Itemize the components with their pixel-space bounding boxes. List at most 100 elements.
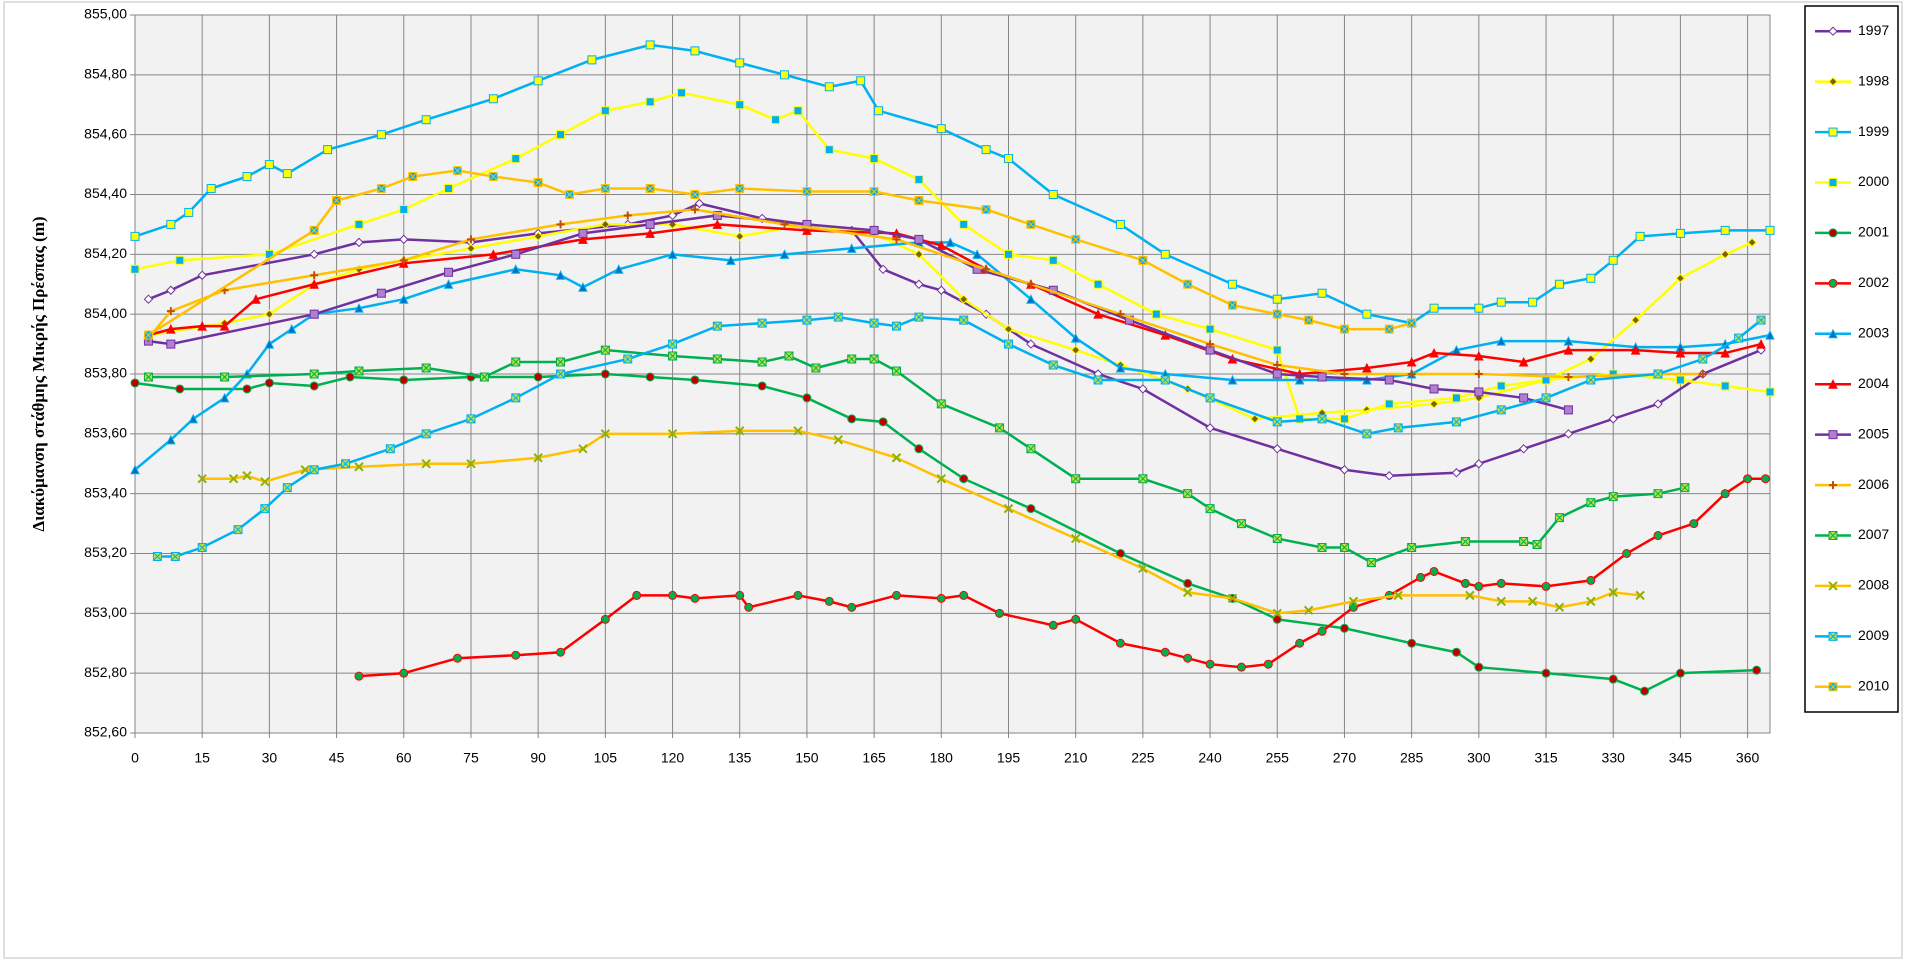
marker xyxy=(264,378,274,388)
marker xyxy=(1765,225,1775,235)
x-tick-label: 45 xyxy=(329,750,345,766)
marker xyxy=(332,195,342,205)
marker xyxy=(1635,590,1645,601)
marker xyxy=(600,369,610,379)
marker xyxy=(556,647,566,657)
marker xyxy=(219,392,230,403)
marker xyxy=(959,590,969,600)
marker xyxy=(1518,444,1529,454)
marker xyxy=(784,351,794,361)
marker xyxy=(1339,414,1349,424)
marker xyxy=(1429,303,1439,313)
marker xyxy=(398,294,409,304)
marker xyxy=(690,190,700,199)
marker xyxy=(1160,249,1170,259)
marker xyxy=(260,476,270,487)
marker xyxy=(1496,578,1506,588)
marker xyxy=(1407,543,1417,553)
marker xyxy=(1026,294,1036,304)
marker xyxy=(1138,563,1148,574)
marker xyxy=(260,504,270,514)
marker xyxy=(959,315,969,325)
marker xyxy=(166,324,176,334)
legend-marker xyxy=(1828,127,1838,137)
marker xyxy=(744,602,754,612)
x-tick-label: 285 xyxy=(1400,750,1424,766)
marker xyxy=(143,294,154,304)
marker xyxy=(668,339,678,349)
marker xyxy=(130,264,140,274)
marker xyxy=(1496,335,1507,346)
marker xyxy=(264,338,275,349)
x-tick-label: 300 xyxy=(1467,750,1491,766)
marker xyxy=(242,384,252,394)
marker xyxy=(667,249,678,259)
x-tick-label: 105 xyxy=(594,750,618,766)
marker xyxy=(233,525,243,535)
marker xyxy=(1622,549,1632,558)
marker xyxy=(1653,531,1663,541)
marker xyxy=(1362,362,1372,373)
marker xyxy=(1384,375,1394,385)
legend-marker xyxy=(1828,328,1838,339)
marker xyxy=(712,210,722,220)
marker xyxy=(668,351,678,361)
y-tick-label: 853,20 xyxy=(84,544,127,560)
marker xyxy=(1183,489,1193,499)
marker xyxy=(354,237,364,248)
marker xyxy=(511,357,521,367)
marker xyxy=(1407,370,1416,378)
marker xyxy=(309,381,319,391)
marker xyxy=(1272,309,1282,319)
marker xyxy=(802,315,812,325)
marker xyxy=(1272,608,1282,619)
marker xyxy=(1689,519,1699,529)
marker xyxy=(282,483,292,493)
marker xyxy=(1048,620,1058,630)
marker xyxy=(936,593,946,603)
marker xyxy=(1160,647,1170,657)
marker xyxy=(421,459,431,469)
marker xyxy=(914,279,924,289)
marker xyxy=(166,339,176,349)
marker xyxy=(143,330,153,340)
marker xyxy=(981,145,991,155)
marker xyxy=(1138,384,1148,394)
marker xyxy=(1586,375,1596,385)
marker xyxy=(869,354,879,364)
marker xyxy=(1003,339,1013,349)
legend-label: 2003 xyxy=(1858,324,1889,340)
marker xyxy=(511,393,521,403)
marker xyxy=(1026,444,1036,454)
marker xyxy=(197,270,207,280)
marker xyxy=(1496,381,1506,391)
marker xyxy=(645,228,655,238)
marker xyxy=(802,187,812,197)
marker xyxy=(443,279,454,289)
marker xyxy=(1151,309,1161,319)
marker xyxy=(1115,638,1125,648)
marker xyxy=(1003,324,1014,334)
marker xyxy=(1496,405,1506,415)
marker xyxy=(399,204,409,214)
marker xyxy=(1554,602,1565,613)
x-tick-label: 15 xyxy=(194,750,210,766)
marker xyxy=(341,459,351,469)
marker xyxy=(1474,370,1483,378)
marker xyxy=(914,249,924,260)
marker xyxy=(1720,347,1731,358)
marker xyxy=(802,393,812,403)
marker xyxy=(1272,345,1282,355)
marker xyxy=(892,590,902,600)
marker xyxy=(1294,374,1305,385)
marker xyxy=(1429,566,1439,576)
marker xyxy=(1465,590,1475,601)
marker xyxy=(309,369,319,379)
legend-label: 2009 xyxy=(1858,627,1889,643)
marker xyxy=(1608,587,1618,598)
marker xyxy=(1182,587,1193,598)
legend-marker xyxy=(1828,178,1838,187)
marker xyxy=(1563,344,1574,355)
marker xyxy=(421,429,431,439)
